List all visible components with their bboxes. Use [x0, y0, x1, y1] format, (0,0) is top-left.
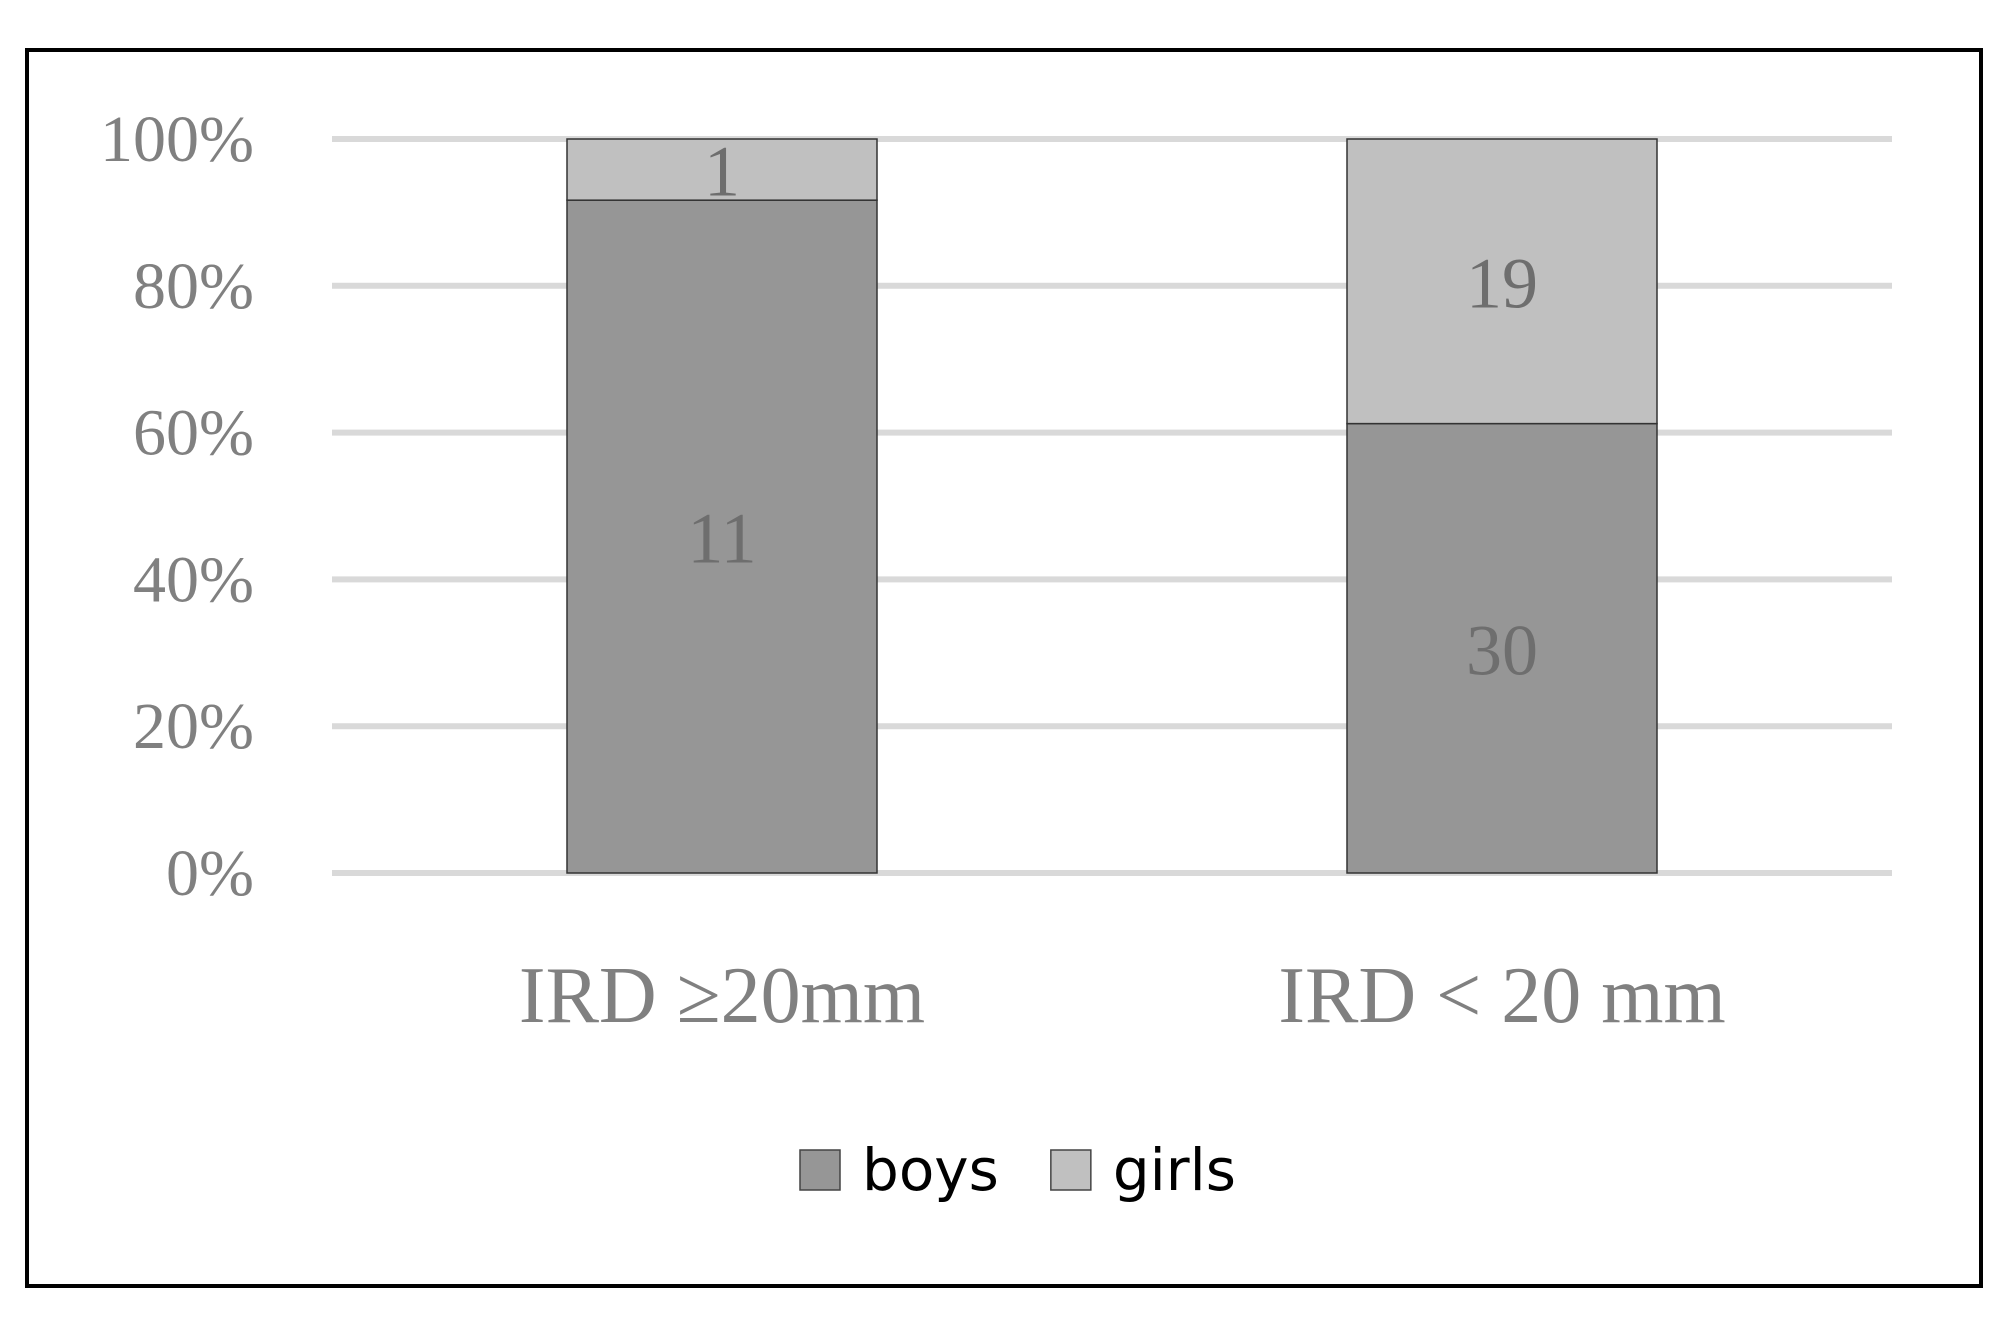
legend-swatch-boys [799, 1149, 841, 1191]
legend: boys girls [799, 1136, 1236, 1204]
legend-swatch-girls [1050, 1149, 1092, 1191]
data-label-boys: 30 [1466, 610, 1538, 690]
y-tick-label: 40% [133, 543, 254, 616]
bar-girls [1346, 138, 1658, 425]
y-tick-label: 0% [166, 837, 254, 910]
gridlines [332, 136, 1892, 876]
y-tick-label: 60% [133, 397, 254, 470]
legend-label-girls: girls [1113, 1136, 1236, 1204]
bars [566, 138, 1658, 874]
data-label-girls: 19 [1466, 243, 1538, 323]
data-label-girls: 1 [704, 132, 740, 212]
bar-girls [566, 138, 878, 201]
legend-label-boys: boys [862, 1136, 999, 1204]
y-axis-ticks: 0% 20% 40% 60% 80% 100% [100, 103, 254, 910]
y-tick-label: 100% [100, 103, 254, 176]
y-tick-label: 80% [133, 250, 254, 323]
x-category-label: IRD < 20 mm [1278, 952, 1725, 1040]
x-axis-categories: IRD ≥20mm IRD < 20 mm [519, 952, 1726, 1040]
bar-boys [566, 199, 878, 874]
x-category-label: IRD ≥20mm [519, 952, 925, 1040]
y-tick-label: 20% [133, 690, 254, 763]
data-label-boys: 11 [687, 499, 756, 579]
